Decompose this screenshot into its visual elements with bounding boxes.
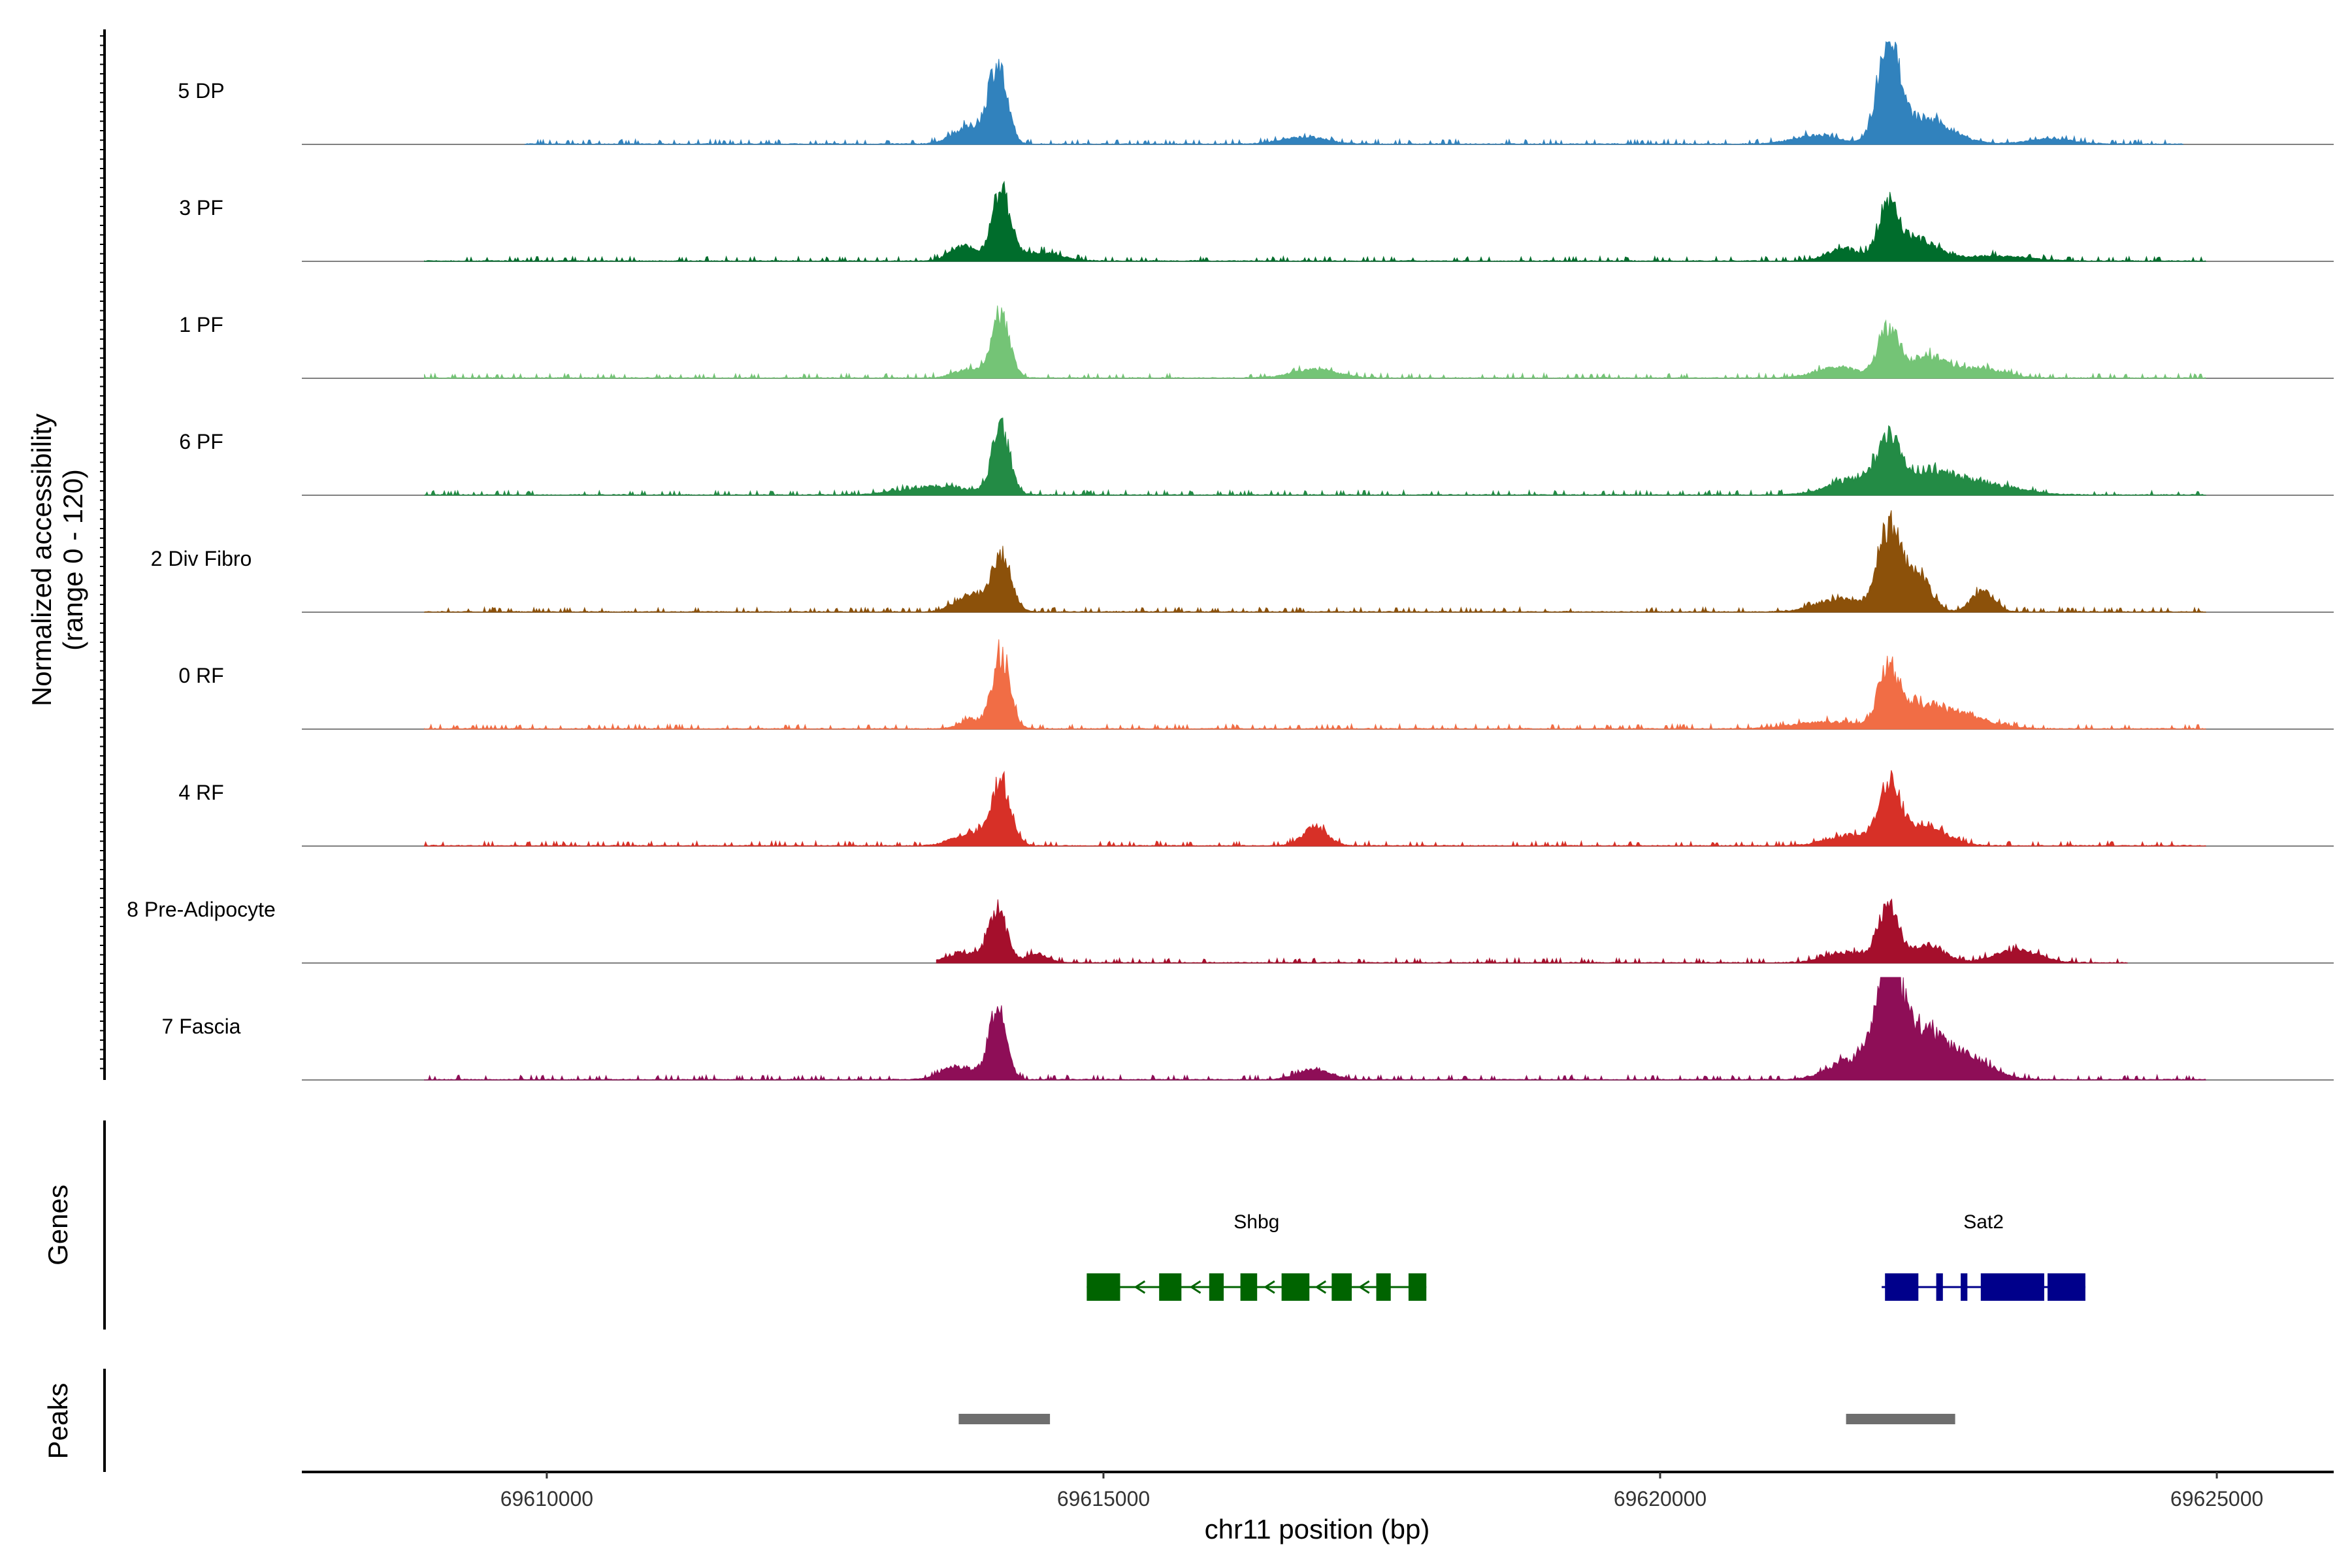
gene-exon	[1980, 1273, 2044, 1301]
track-label: 0 RF	[178, 664, 223, 687]
track-label: 8 Pre-Adipocyte	[127, 898, 276, 921]
x-tick-label: 69620000	[1614, 1487, 1707, 1511]
strand-arrow	[1189, 1280, 1201, 1294]
coverage-area	[424, 510, 2207, 613]
coverage-area	[424, 417, 2207, 497]
track-label: 2 Div Fibro	[151, 547, 252, 570]
x-tick-label: 69610000	[500, 1487, 593, 1511]
strand-arrow	[1134, 1280, 1146, 1294]
x-axis-title: chr11 position (bp)	[1205, 1514, 1430, 1544]
coverage-area	[424, 305, 2206, 380]
track-label: 5 DP	[178, 79, 224, 103]
gene-exon	[1281, 1273, 1310, 1301]
track-label: 3 PF	[179, 196, 223, 220]
gene-exon	[1331, 1273, 1352, 1301]
coverage-area	[936, 898, 2128, 964]
coverage-tracks: 5 DP 3 PF 1 PF 6 PF 2 Div Fibro 0 RF 4 RF 8 Pre…	[127, 41, 2334, 1081]
gene-label: Sat2	[1963, 1211, 2004, 1233]
genes-track: Shbg Sat2	[1086, 1211, 2085, 1301]
track-label: 4 RF	[178, 781, 223, 804]
gene-exon	[1961, 1273, 1968, 1301]
track-label: 6 PF	[179, 430, 223, 453]
gene-exon	[1885, 1273, 1919, 1301]
gene-exon	[1159, 1273, 1182, 1301]
x-tick-label: 69615000	[1057, 1487, 1150, 1511]
gene-exon	[1240, 1273, 1258, 1301]
coverage-area	[424, 977, 2206, 1081]
gene-exon	[1376, 1273, 1391, 1301]
y-axis-title-line1: Normalized accessibility	[26, 414, 57, 706]
strand-arrow	[1315, 1280, 1327, 1294]
coverage-y-ticks	[100, 35, 105, 1070]
coverage-area	[424, 770, 2207, 847]
y-axis-title-line2: (range 0 - 120)	[57, 469, 88, 651]
track-label: 1 PF	[179, 313, 223, 336]
peaks-track-label: Peaks	[42, 1383, 73, 1460]
strand-arrow	[1264, 1280, 1275, 1294]
y-axis-title: Normalized accessibility (range 0 - 120)	[26, 414, 88, 706]
gene-exon	[1209, 1273, 1224, 1301]
peaks-track	[958, 1414, 1955, 1424]
x-tick-label: 69625000	[2170, 1487, 2263, 1511]
x-axis-ticks: 69610000 69615000 69620000 69625000	[500, 1472, 2263, 1511]
coverage-area	[424, 180, 2206, 263]
gene-label: Shbg	[1233, 1211, 1279, 1233]
gene-exon	[1086, 1273, 1120, 1301]
gene-exon	[2048, 1273, 2085, 1301]
peak-region	[958, 1414, 1051, 1424]
track-label: 7 Fascia	[162, 1015, 241, 1038]
strand-arrow	[1358, 1280, 1370, 1294]
coverage-area	[424, 639, 2207, 730]
genes-track-label: Genes	[42, 1184, 73, 1266]
gene-exon	[1408, 1273, 1427, 1301]
coverage-area	[524, 41, 2184, 146]
gene-exon	[1936, 1273, 1943, 1301]
peak-region	[1846, 1414, 1955, 1424]
